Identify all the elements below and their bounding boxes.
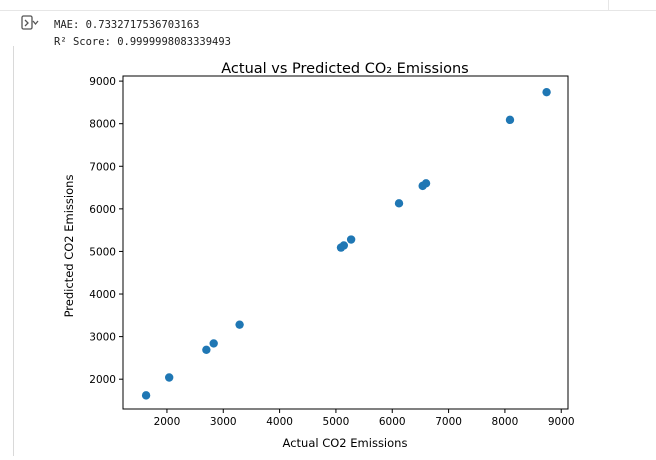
scatter-point [394, 199, 404, 208]
x-tick-label: 5000 [323, 416, 350, 428]
scatter-point [346, 235, 356, 244]
scatter-point [542, 87, 551, 97]
plot-area-frame [122, 75, 569, 410]
r2-output-line: R² Score: 0.9999998083339493 [54, 36, 232, 48]
y-tick-label: 2000 [89, 374, 116, 386]
cell-top-border [0, 0, 656, 11]
cell-output-text: MAE: 0.7332717536703163 R² Score: 0.9999… [54, 17, 231, 51]
scatter-chart-svg: Actual vs Predicted CO₂ Emissions 2000 30… [62, 61, 575, 450]
x-tick-label: 3000 [210, 416, 237, 428]
scatter-point [235, 320, 244, 329]
scatter-point [202, 345, 211, 355]
y-tick-label: 4000 [89, 289, 116, 301]
scatter-point [421, 179, 431, 188]
x-tick-label: 7000 [435, 416, 462, 428]
output-gutter-line [13, 46, 14, 456]
y-tick-label: 9000 [89, 76, 116, 88]
x-tick-label: 9000 [548, 416, 575, 428]
y-tick-label: 5000 [89, 246, 116, 258]
y-tick-label: 8000 [89, 119, 116, 131]
y-tick-label: 6000 [89, 204, 116, 216]
x-tick-label: 4000 [266, 416, 293, 428]
y-tick-label: 3000 [89, 332, 116, 344]
x-axis: 2000 3000 4000 5000 6000 7000 8000 9000 [154, 409, 575, 428]
scatter-point [209, 339, 218, 348]
scatter-chart: Actual vs Predicted CO₂ Emissions 2000 30… [0, 50, 656, 456]
y-axis-label: Predicted CO2 Emissions [62, 175, 76, 318]
cell-top-divider [608, 0, 609, 10]
scatter-point [339, 241, 349, 250]
scatter-point [164, 373, 174, 382]
scatter-point [505, 115, 515, 125]
x-tick-label: 2000 [154, 416, 181, 428]
scatter-point [141, 391, 151, 400]
data-points [141, 87, 551, 400]
chart-title: Actual vs Predicted CO₂ Emissions [221, 61, 468, 77]
mae-output-line: MAE: 0.7332717536703163 [54, 19, 200, 31]
y-axis: 2000 3000 4000 5000 6000 7000 8000 9000 [89, 76, 123, 386]
x-tick-label: 6000 [379, 416, 406, 428]
x-axis-label: Actual CO2 Emissions [283, 436, 408, 450]
x-tick-label: 8000 [492, 416, 519, 428]
output-collapse-icon[interactable] [21, 15, 39, 31]
y-tick-label: 7000 [89, 161, 116, 173]
